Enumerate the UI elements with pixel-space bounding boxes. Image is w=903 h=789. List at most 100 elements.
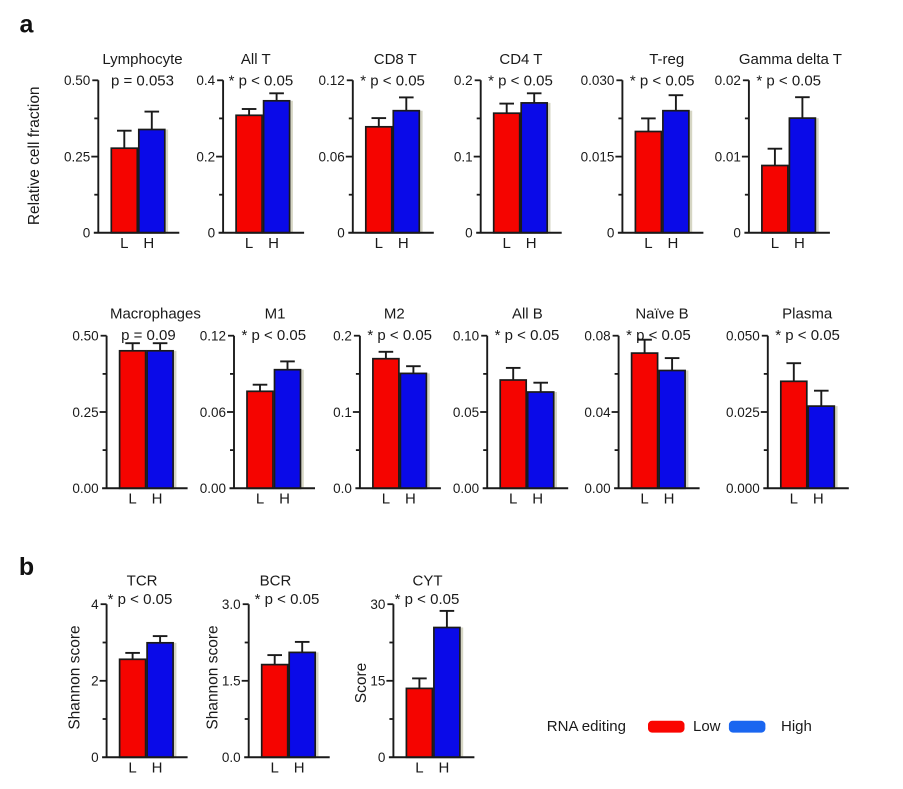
svg-text:0.2: 0.2 [454,73,473,88]
svg-text:0.08: 0.08 [584,329,610,344]
svg-text:0.50: 0.50 [72,329,98,344]
svg-text:H: H [294,760,305,777]
svg-text:* p < 0.05: * p < 0.05 [360,72,425,89]
svg-text:L: L [644,235,652,252]
svg-text:H: H [279,491,290,508]
svg-text:CD4 T: CD4 T [499,51,542,68]
svg-text:L: L [640,491,648,508]
svg-text:CD8 T: CD8 T [374,51,417,68]
svg-text:0.00: 0.00 [584,481,610,496]
svg-text:0.015: 0.015 [581,149,615,164]
svg-text:0.50: 0.50 [64,73,90,88]
svg-text:Shannon score: Shannon score [67,625,84,729]
svg-text:0: 0 [733,226,741,241]
svg-text:0.00: 0.00 [72,481,98,496]
svg-text:0.12: 0.12 [200,329,226,344]
svg-text:0.1: 0.1 [454,149,473,164]
svg-text:Plasma: Plasma [782,305,833,322]
svg-text:0.25: 0.25 [72,405,98,420]
svg-text:H: H [667,235,678,252]
svg-text:H: H [664,491,675,508]
svg-text:L: L [503,235,511,252]
svg-text:Low: Low [693,718,721,735]
svg-text:* p < 0.05: * p < 0.05 [756,72,821,89]
svg-text:0.25: 0.25 [64,149,90,164]
svg-text:* p < 0.05: * p < 0.05 [488,72,553,89]
svg-text:Shannon score: Shannon score [205,625,222,729]
svg-text:0.00: 0.00 [200,481,226,496]
svg-text:0: 0 [337,226,345,241]
svg-text:* p < 0.05: * p < 0.05 [626,327,691,344]
svg-text:M2: M2 [384,305,405,322]
svg-text:30: 30 [370,597,385,612]
svg-text:TCR: TCR [127,573,158,590]
svg-text:H: H [268,235,279,252]
svg-text:* p < 0.05: * p < 0.05 [495,327,560,344]
svg-text:Relative cell fraction: Relative cell fraction [26,86,43,225]
svg-text:0.000: 0.000 [726,481,760,496]
svg-text:p = 0.09: p = 0.09 [121,327,176,344]
svg-text:15: 15 [370,674,385,689]
svg-text:0: 0 [607,226,615,241]
svg-text:All T: All T [241,51,271,68]
svg-text:0.00: 0.00 [453,481,479,496]
svg-text:0.05: 0.05 [453,405,479,420]
svg-text:Gamma delta T: Gamma delta T [739,51,842,68]
svg-text:L: L [790,491,798,508]
svg-text:* p < 0.05: * p < 0.05 [775,327,840,344]
svg-text:0: 0 [91,750,99,765]
svg-text:0.050: 0.050 [726,329,760,344]
svg-text:CYT: CYT [413,573,443,590]
svg-text:0.2: 0.2 [333,329,352,344]
svg-text:* p < 0.05: * p < 0.05 [108,591,173,608]
svg-text:All B: All B [512,305,543,322]
svg-text:L: L [509,491,517,508]
svg-text:L: L [415,760,423,777]
svg-text:0.06: 0.06 [319,149,345,164]
svg-text:Naïve B: Naïve B [635,305,688,322]
svg-text:H: H [143,235,154,252]
svg-text:L: L [375,235,383,252]
svg-text:Score: Score [353,663,370,704]
svg-text:L: L [271,760,279,777]
svg-text:0: 0 [208,226,216,241]
svg-text:0.025: 0.025 [726,405,760,420]
svg-text:3.0: 3.0 [222,597,241,612]
svg-text:p = 0.053: p = 0.053 [111,72,174,89]
svg-text:L: L [120,235,128,252]
svg-text:L: L [128,760,136,777]
svg-text:0.030: 0.030 [581,73,615,88]
svg-text:4: 4 [91,597,99,612]
svg-text:RNA editing: RNA editing [547,718,626,735]
svg-text:* p < 0.05: * p < 0.05 [229,72,294,89]
svg-text:L: L [771,235,779,252]
svg-text:L: L [128,491,136,508]
svg-text:0.04: 0.04 [584,405,611,420]
svg-text:0.0: 0.0 [222,750,241,765]
svg-text:* p < 0.05: * p < 0.05 [630,72,695,89]
svg-text:1.5: 1.5 [222,674,241,689]
svg-text:2: 2 [91,674,99,689]
svg-text:L: L [245,235,253,252]
svg-text:* p < 0.05: * p < 0.05 [367,327,432,344]
svg-text:a: a [20,11,35,39]
svg-text:0.1: 0.1 [333,405,352,420]
svg-text:H: H [438,760,449,777]
svg-text:* p < 0.05: * p < 0.05 [255,591,320,608]
svg-text:0.02: 0.02 [715,73,741,88]
svg-text:H: H [398,235,409,252]
svg-text:H: H [526,235,537,252]
svg-text:High: High [781,718,812,735]
svg-text:0: 0 [465,226,473,241]
svg-text:0.4: 0.4 [196,73,215,88]
svg-text:* p < 0.05: * p < 0.05 [241,327,306,344]
svg-text:Macrophages: Macrophages [110,305,201,322]
svg-text:H: H [152,760,163,777]
svg-text:BCR: BCR [260,573,292,590]
svg-text:0.01: 0.01 [715,149,741,164]
svg-text:0: 0 [83,226,91,241]
svg-text:L: L [256,491,264,508]
svg-text:* p < 0.05: * p < 0.05 [395,591,460,608]
svg-text:H: H [813,491,824,508]
svg-text:H: H [532,491,543,508]
